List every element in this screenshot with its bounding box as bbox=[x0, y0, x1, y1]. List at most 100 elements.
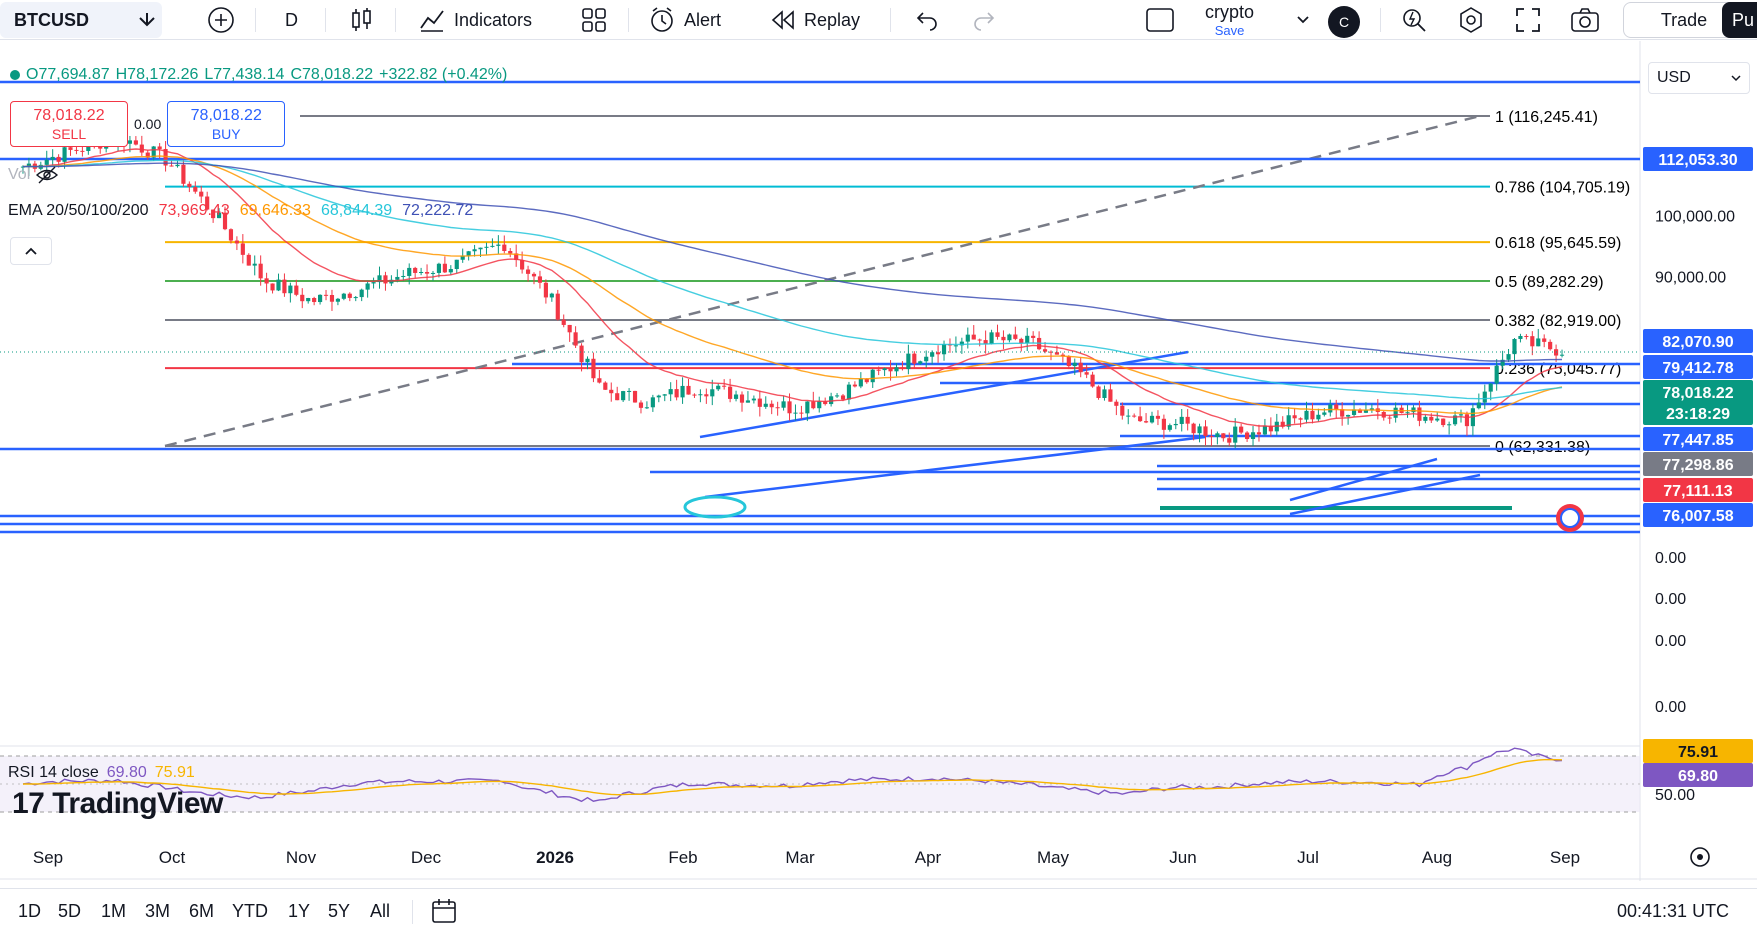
market-status-icon bbox=[10, 70, 20, 80]
range-ytd[interactable]: YTD bbox=[232, 901, 268, 921]
range-6m[interactable]: 6M bbox=[189, 901, 215, 921]
layout-name[interactable]: crypto Save bbox=[1205, 2, 1254, 38]
candle-body bbox=[56, 156, 61, 162]
interval-button[interactable]: D bbox=[285, 9, 298, 30]
publish-button[interactable]: Pu bbox=[1722, 2, 1757, 38]
volume-axis-tick: 0.00 bbox=[1655, 550, 1686, 567]
candle-body bbox=[870, 369, 875, 383]
candle-body bbox=[1197, 426, 1202, 434]
settings-gear-icon[interactable] bbox=[1457, 0, 1485, 40]
candle-type-icon[interactable] bbox=[350, 0, 374, 40]
candle-body bbox=[525, 269, 531, 274]
add-symbol-icon[interactable] bbox=[207, 0, 235, 40]
ema-20-value: 73,969.43 bbox=[158, 202, 230, 219]
range-5d[interactable]: 5D bbox=[58, 901, 82, 921]
fib-level-label: 0.5 (89,282.29) bbox=[1495, 274, 1604, 291]
volume-label: Vol bbox=[8, 166, 31, 183]
candle-body bbox=[1387, 417, 1392, 419]
layout-icon[interactable] bbox=[1145, 0, 1175, 40]
range-1d[interactable]: 1D bbox=[18, 901, 42, 921]
price-badge bbox=[1643, 329, 1753, 353]
candle-body bbox=[1078, 362, 1083, 373]
candle-body bbox=[181, 164, 186, 184]
candle-body bbox=[757, 398, 762, 407]
quick-search-icon[interactable] bbox=[1400, 0, 1428, 40]
rsi-legend[interactable]: RSI 14 close 69.80 75.91 bbox=[8, 764, 195, 782]
candle-body bbox=[193, 186, 198, 192]
rsi-value: 69.80 bbox=[106, 764, 147, 781]
candle-body bbox=[751, 398, 756, 401]
ohlc-open: O77,694.87 bbox=[26, 66, 110, 83]
symbol-name: BTCUSD bbox=[14, 9, 89, 30]
candle-body bbox=[912, 353, 917, 364]
alert-button[interactable]: Alert bbox=[648, 0, 721, 40]
range-3m[interactable]: 3M bbox=[145, 901, 171, 921]
candle-body bbox=[1066, 356, 1071, 367]
candle-body bbox=[906, 353, 911, 370]
candle-body bbox=[1357, 409, 1363, 413]
candle-body bbox=[62, 147, 67, 162]
candle-body bbox=[1447, 424, 1452, 426]
camera-icon[interactable] bbox=[1570, 0, 1600, 40]
candle-body bbox=[704, 394, 709, 397]
candle-body bbox=[995, 332, 1000, 337]
ema-legend[interactable]: EMA 20/50/100/200 73,969.43 69,646.33 68… bbox=[8, 202, 473, 220]
range-1y[interactable]: 1Y bbox=[288, 901, 311, 921]
sell-button[interactable]: 78,018.22 SELL bbox=[10, 101, 128, 147]
price-badge bbox=[1643, 503, 1753, 527]
candle-body bbox=[834, 395, 840, 397]
candle-body bbox=[187, 183, 192, 187]
compare-icon[interactable] bbox=[132, 0, 162, 40]
buy-button[interactable]: 78,018.22 BUY bbox=[167, 101, 286, 147]
candle-body bbox=[674, 389, 679, 398]
range-1m[interactable]: 1M bbox=[101, 901, 127, 921]
candle-body bbox=[205, 196, 210, 210]
candle-body bbox=[561, 319, 566, 325]
candle-body bbox=[1126, 415, 1131, 417]
candle-body bbox=[591, 358, 596, 379]
templates-icon[interactable] bbox=[580, 0, 608, 40]
us-flag-event-inner bbox=[1560, 508, 1580, 528]
candle-body bbox=[989, 332, 994, 344]
ohlc-high: H78,172.26 bbox=[115, 66, 199, 83]
range-5y[interactable]: 5Y bbox=[328, 901, 351, 921]
time-axis-label: Nov bbox=[286, 848, 317, 867]
candle-body bbox=[419, 271, 424, 273]
price-badge-label: 75.91 bbox=[1678, 744, 1718, 761]
fullscreen-icon[interactable] bbox=[1515, 0, 1541, 40]
eye-hidden-icon[interactable] bbox=[36, 166, 59, 184]
price-badge-label: 76,007.58 bbox=[1662, 508, 1733, 525]
candle-body bbox=[80, 150, 85, 152]
price-badge-label: 23:18:29 bbox=[1666, 406, 1730, 423]
candle-body bbox=[549, 293, 554, 298]
ema-200-value: 72,222.72 bbox=[402, 202, 474, 219]
chevron-down-icon[interactable] bbox=[1296, 0, 1310, 40]
replay-button[interactable]: Replay bbox=[770, 0, 860, 40]
collapse-legend-button[interactable] bbox=[10, 237, 52, 265]
chart-area[interactable]: 1 (116,245.41) 0.786 (104,705.19) 0.618 (9… bbox=[0, 41, 1757, 881]
candle-body bbox=[894, 367, 899, 372]
candle-body bbox=[1536, 338, 1541, 347]
calendar-icon[interactable] bbox=[430, 897, 458, 930]
indicators-button[interactable]: Indicators bbox=[418, 0, 532, 40]
price-chart[interactable]: 1 (116,245.41) 0.786 (104,705.19) 0.618 (9… bbox=[0, 41, 1757, 881]
utc-clock[interactable]: 00:41:31 UTC bbox=[1617, 901, 1730, 921]
range-all[interactable]: All bbox=[370, 901, 391, 921]
currency-select[interactable]: USD bbox=[1648, 62, 1750, 94]
avatar[interactable]: C bbox=[1328, 6, 1360, 38]
candle-body bbox=[615, 393, 620, 401]
redo-icon[interactable] bbox=[972, 0, 996, 40]
candle-body bbox=[543, 282, 548, 298]
candle-body bbox=[383, 275, 388, 284]
candle-body bbox=[668, 389, 673, 395]
candle-body bbox=[1120, 405, 1125, 416]
candle-body bbox=[609, 389, 614, 394]
candle-body bbox=[496, 244, 501, 246]
layout-save-label: Save bbox=[1214, 23, 1245, 38]
candle-body bbox=[531, 273, 537, 277]
candle-body bbox=[698, 394, 703, 396]
undo-icon[interactable] bbox=[915, 0, 939, 40]
candle-body bbox=[1393, 407, 1398, 418]
candle-body bbox=[662, 394, 667, 396]
candle-body bbox=[811, 401, 816, 409]
